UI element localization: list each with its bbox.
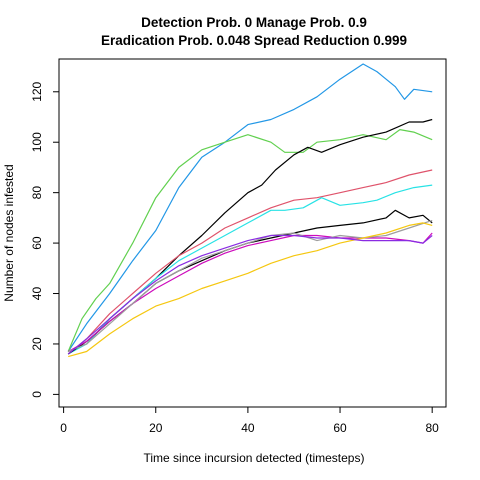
series-line-8 [67, 219, 433, 353]
series-layer [67, 63, 433, 358]
x-tick-label: 20 [149, 421, 163, 435]
series-line-9 [68, 222, 433, 358]
chart-title-line-2: Eradication Prob. 0.048 Spread Reduction… [101, 33, 407, 48]
y-tick-label: 100 [30, 132, 44, 152]
y-tick-label: 80 [30, 186, 44, 200]
y-axis: 0 20 40 60 80 100 120 [30, 81, 59, 398]
series-line-10 [67, 234, 433, 355]
x-tick-label: 80 [425, 421, 439, 435]
series-line-4 [67, 169, 433, 355]
y-tick-label: 0 [30, 391, 44, 398]
series-line-5 [67, 184, 433, 355]
y-axis-label: Number of nodes infested [2, 164, 16, 301]
chart-title-line-1: Detection Prob. 0 Manage Prob. 0.9 [141, 15, 367, 30]
y-tick-label: 120 [30, 81, 44, 101]
x-tick-label: 40 [241, 421, 255, 435]
x-axis: 0 20 40 60 80 [60, 407, 439, 435]
series-line-1 [67, 63, 433, 352]
x-tick-label: 0 [60, 421, 67, 435]
x-axis-label: Time since incursion detected (timesteps… [144, 451, 365, 465]
x-tick-label: 60 [333, 421, 347, 435]
series-line-7 [67, 232, 433, 353]
series-line-3 [67, 118, 433, 353]
y-tick-label: 60 [30, 236, 44, 250]
series-line-6 [67, 209, 433, 355]
plot-frame [58, 58, 447, 408]
series-line-2 [67, 129, 433, 352]
y-tick-label: 20 [30, 337, 44, 351]
y-tick-label: 40 [30, 287, 44, 301]
